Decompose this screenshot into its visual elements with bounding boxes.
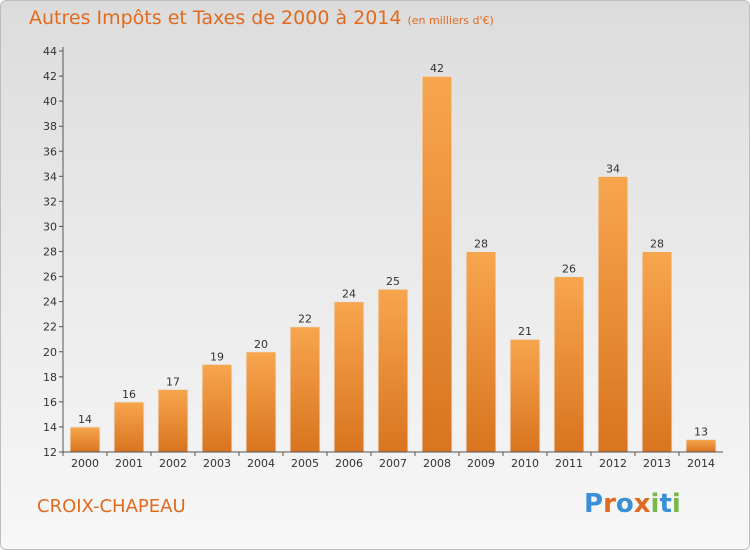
data-label-2014: 13 xyxy=(694,425,708,438)
bar-2006 xyxy=(333,301,365,453)
y-tick-label: 44 xyxy=(43,45,57,58)
data-label-2000: 14 xyxy=(78,413,92,426)
x-tick-label-2014: 2014 xyxy=(687,457,715,470)
x-tick-label-2001: 2001 xyxy=(115,457,143,470)
data-label-2008: 42 xyxy=(430,62,444,75)
data-label-2004: 20 xyxy=(254,338,268,351)
data-label-2005: 22 xyxy=(298,313,312,326)
place-name: CROIX-CHAPEAU xyxy=(37,496,186,517)
bar-2001 xyxy=(113,401,145,453)
y-tick-label: 26 xyxy=(43,271,57,284)
bars-group: 14 16 17 19 20 22 24 25 42 28 21 26 34 28 13 xyxy=(69,62,717,453)
y-tick-label: 28 xyxy=(43,246,57,259)
bar-2004 xyxy=(245,351,277,453)
data-label-2001: 16 xyxy=(122,388,136,401)
data-label-2012: 34 xyxy=(606,162,620,175)
proxiti-logo[interactable]: Proxiti xyxy=(584,489,681,519)
bar-2011 xyxy=(553,276,585,453)
data-label-2011: 26 xyxy=(562,263,576,276)
y-tick-label: 14 xyxy=(43,421,57,434)
bar-2014 xyxy=(685,438,717,453)
x-tick-label-2005: 2005 xyxy=(291,457,319,470)
data-label-2006: 24 xyxy=(342,288,356,301)
bar-2002 xyxy=(157,388,189,453)
bar-2007 xyxy=(377,288,409,453)
x-tick-label-2007: 2007 xyxy=(379,457,407,470)
y-tick-label: 30 xyxy=(43,220,57,233)
logo-letter: i xyxy=(671,489,681,519)
data-label-2002: 17 xyxy=(166,375,180,388)
y-tick-label: 12 xyxy=(43,446,57,459)
y-tick-label: 32 xyxy=(43,195,57,208)
x-tick-label-2006: 2006 xyxy=(335,457,363,470)
y-tick-label: 22 xyxy=(43,321,57,334)
bar-2005 xyxy=(289,326,321,453)
bar-2010 xyxy=(509,338,541,453)
y-tick-label: 34 xyxy=(43,170,57,183)
chart-subtitle: (en milliers d'€) xyxy=(407,14,494,27)
x-tick-label-2013: 2013 xyxy=(643,457,671,470)
bar-2009 xyxy=(465,251,497,453)
y-tick-label: 20 xyxy=(43,346,57,359)
x-tick-label-2009: 2009 xyxy=(467,457,495,470)
data-label-2003: 19 xyxy=(210,350,224,363)
logo-letter: x xyxy=(633,489,651,519)
bar-2008 xyxy=(421,75,453,453)
y-tick-label: 40 xyxy=(43,95,57,108)
data-label-2010: 21 xyxy=(518,325,532,338)
bar-2003 xyxy=(201,363,233,453)
y-tick-label: 24 xyxy=(43,296,57,309)
y-tick-label: 42 xyxy=(43,70,57,83)
y-tick-label: 38 xyxy=(43,120,57,133)
bar-2012 xyxy=(597,175,629,453)
logo-letter: t xyxy=(659,489,672,519)
x-tick-label-2008: 2008 xyxy=(423,457,451,470)
chart-title: Autres Impôts et Taxes de 2000 à 2014 (en… xyxy=(29,7,494,29)
x-tick-label-2003: 2003 xyxy=(203,457,231,470)
logo-letter: o xyxy=(615,489,634,519)
y-tick-label: 18 xyxy=(43,371,57,384)
data-label-2009: 28 xyxy=(474,238,488,251)
x-axis: 2000 2001 2002 2003 2004 2005 2006 2007 2008 2009… xyxy=(62,451,723,470)
logo-letter: i xyxy=(650,489,660,519)
data-label-2007: 25 xyxy=(386,275,400,288)
bar-2013 xyxy=(641,251,673,453)
y-axis: 12 14 16 18 20 22 24 26 28 30 32 34 36 38 40 42 44 xyxy=(43,45,64,459)
chart-title-text: Autres Impôts et Taxes de 2000 à 2014 xyxy=(29,7,402,29)
x-tick-label-2012: 2012 xyxy=(599,457,627,470)
y-tick-label: 16 xyxy=(43,396,57,409)
data-label-2013: 28 xyxy=(650,238,664,251)
x-tick-label-2000: 2000 xyxy=(71,457,99,470)
x-tick-label-2004: 2004 xyxy=(247,457,275,470)
y-tick-label: 36 xyxy=(43,145,57,158)
bar-2000 xyxy=(69,426,101,453)
x-tick-label-2002: 2002 xyxy=(159,457,187,470)
logo-letter: r xyxy=(603,489,616,519)
x-tick-label-2010: 2010 xyxy=(511,457,539,470)
x-tick-label-2011: 2011 xyxy=(555,457,583,470)
logo-letter: P xyxy=(584,489,604,519)
